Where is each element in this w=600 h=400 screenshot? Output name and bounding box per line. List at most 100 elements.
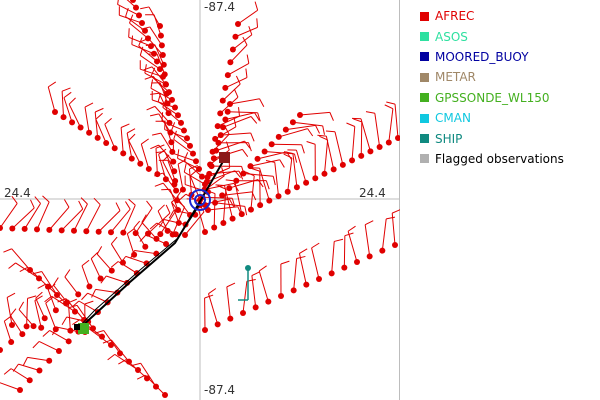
wind-barb-staff bbox=[128, 140, 141, 164]
legend-item-ship[interactable]: SHIP bbox=[420, 128, 595, 148]
observation-dot bbox=[316, 276, 322, 282]
wind-barb-staff bbox=[24, 203, 41, 230]
wind-barb-feather bbox=[131, 362, 141, 366]
wind-barb-feather bbox=[141, 214, 147, 223]
observation-dot bbox=[108, 342, 114, 348]
wind-barb-feather bbox=[215, 184, 225, 187]
wind-barb-staff bbox=[36, 201, 50, 230]
observation-dot bbox=[169, 148, 176, 155]
wind-barb-feather bbox=[226, 282, 236, 288]
wind-barb-feather bbox=[299, 248, 308, 254]
observation-dot bbox=[395, 135, 400, 141]
map-canvas[interactable] bbox=[0, 0, 400, 400]
wind-barb-staff bbox=[126, 0, 137, 9]
wind-barb-feather bbox=[225, 141, 230, 151]
wind-barb-staff bbox=[215, 140, 245, 152]
legend-item-moored-buoy[interactable]: MOORED_BUOY bbox=[420, 47, 595, 67]
wind-barb-feather bbox=[146, 105, 156, 111]
observation-dot bbox=[27, 267, 33, 273]
observation-dot bbox=[0, 225, 3, 231]
observation-dot bbox=[247, 206, 254, 213]
wind-barb-staff bbox=[96, 253, 113, 271]
wind-barb-staff bbox=[243, 172, 274, 177]
wind-barb-feather bbox=[44, 295, 52, 303]
wind-barb-feather bbox=[244, 140, 251, 149]
wind-barb-staff bbox=[95, 118, 107, 144]
wind-barb-feather bbox=[155, 144, 165, 149]
wind-barb-staff bbox=[351, 126, 356, 161]
observation-dot bbox=[289, 119, 296, 126]
observation-dot bbox=[86, 129, 93, 136]
observation-dot bbox=[328, 270, 335, 277]
observation-dot bbox=[153, 383, 159, 390]
map-view[interactable]: -87.4 -87.4 24.4 24.4 bbox=[0, 0, 400, 400]
wind-barb-feather bbox=[68, 97, 76, 105]
wind-barb-feather bbox=[63, 199, 70, 208]
wind-barb-staff bbox=[162, 106, 182, 124]
wind-barb-feather bbox=[96, 246, 103, 255]
observation-dot bbox=[266, 197, 273, 204]
wind-barb-staff bbox=[163, 219, 186, 225]
wind-barb-feather bbox=[22, 357, 28, 366]
wind-barb-feather bbox=[251, 271, 261, 277]
legend-item-metar[interactable]: METAR bbox=[420, 67, 595, 87]
legend-item-asos[interactable]: ASOS bbox=[420, 26, 595, 46]
crosshair-left-label: 24.4 bbox=[4, 186, 31, 200]
legend-item-afrec[interactable]: AFREC bbox=[420, 6, 595, 26]
observation-dot bbox=[97, 275, 104, 282]
wind-barb-feather bbox=[311, 242, 320, 249]
wind-barb-staff bbox=[49, 330, 69, 342]
wind-barb-staff bbox=[171, 202, 180, 224]
observation-dot bbox=[120, 229, 127, 236]
wind-barb-feather bbox=[317, 134, 327, 137]
observation-dot bbox=[240, 170, 247, 177]
observation-dot bbox=[58, 227, 65, 234]
legend-item-gpssonde[interactable]: GPSSONDE_WL150 bbox=[420, 88, 595, 108]
observation-dot bbox=[154, 171, 161, 178]
observation-dot bbox=[142, 27, 148, 34]
wind-barb-staff bbox=[388, 108, 394, 143]
wind-barb-staff bbox=[207, 206, 238, 211]
observation-dot bbox=[169, 96, 175, 103]
wind-barb-staff bbox=[64, 276, 79, 295]
wind-barb-staff bbox=[188, 168, 192, 195]
wind-barb-staff bbox=[152, 76, 168, 95]
wind-barb-feather bbox=[246, 54, 250, 64]
wind-barb-staff bbox=[237, 9, 258, 25]
wind-barb-staff bbox=[173, 138, 194, 155]
wind-barb-staff bbox=[141, 222, 157, 240]
wind-barb-staff bbox=[18, 363, 40, 372]
observation-dot bbox=[226, 185, 233, 192]
wind-barb-staff bbox=[106, 275, 128, 284]
wind-barb-feather bbox=[107, 353, 116, 361]
wind-barb-feather bbox=[8, 262, 16, 269]
wind-barb-feather bbox=[325, 130, 336, 133]
legend-item-cman[interactable]: CMAN bbox=[420, 108, 595, 128]
wind-barb-staff bbox=[219, 96, 239, 114]
wind-barb-feather bbox=[104, 117, 112, 125]
wind-barb-staff bbox=[110, 208, 131, 233]
moored-buoy-swatch-icon bbox=[420, 52, 429, 62]
wind-barb-feather bbox=[120, 123, 130, 128]
ship-swatch-icon bbox=[420, 134, 429, 144]
observation-dot bbox=[172, 104, 178, 111]
wind-barb-staff bbox=[208, 293, 219, 325]
wind-barb-staff bbox=[35, 297, 46, 319]
wind-barb-feather bbox=[334, 238, 344, 242]
wind-barb-staff bbox=[104, 124, 116, 149]
legend-item-flagged[interactable]: Flagged observations bbox=[420, 149, 595, 169]
wind-barb-feather bbox=[365, 111, 375, 114]
wind-barb-feather bbox=[84, 300, 94, 305]
observation-dot bbox=[160, 61, 167, 68]
observation-dot bbox=[52, 326, 59, 333]
asos-swatch-icon bbox=[420, 32, 429, 42]
wind-barb-feather bbox=[129, 14, 134, 24]
wind-barb-feather bbox=[93, 197, 101, 206]
wind-barb-staff bbox=[138, 45, 158, 62]
wind-barb-feather bbox=[251, 167, 260, 172]
wind-barb-feather bbox=[183, 152, 189, 161]
wind-barb-feather bbox=[3, 248, 12, 253]
observation-dot bbox=[358, 152, 365, 159]
wind-barb-staff bbox=[61, 208, 84, 231]
wind-barb-staff bbox=[158, 113, 171, 133]
